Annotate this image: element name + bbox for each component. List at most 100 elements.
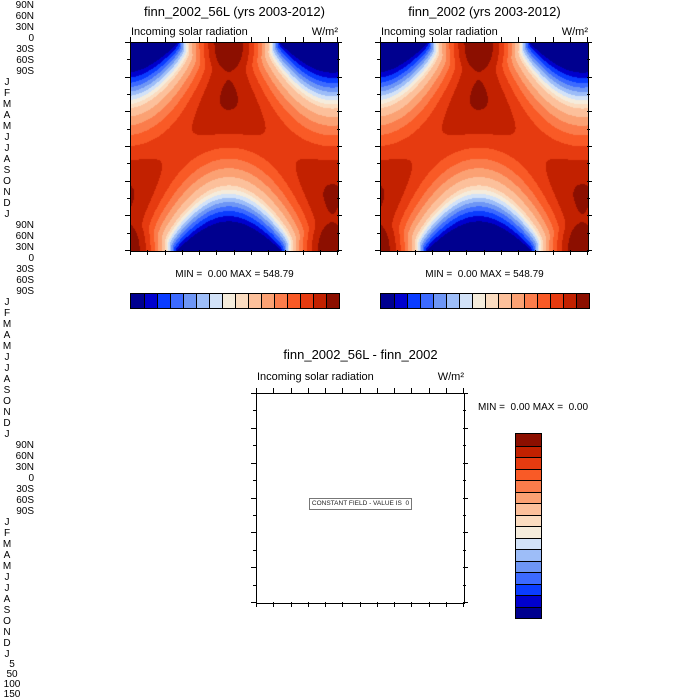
month-tick-label: O (3, 176, 11, 187)
diff-colorbar-cell (516, 480, 541, 492)
lat-tick-label: 60S (16, 495, 34, 506)
colorbar-label: 100 (3, 679, 21, 690)
month-tick-label: O (3, 616, 11, 627)
month-tick-label: N (3, 407, 11, 418)
colorbar-label: 50 (6, 669, 18, 680)
diff-colorbar-cell (516, 491, 541, 503)
diff-colorbar-cell (516, 537, 541, 549)
lat-tick-label: 60N (15, 11, 34, 22)
colorbar-cell (524, 294, 537, 308)
colorbar-cell (326, 294, 339, 308)
colorbar-cell (433, 294, 446, 308)
month-tick-label: J (4, 209, 10, 220)
month-tick-label: S (3, 385, 11, 396)
month-tick-label: A (3, 594, 11, 605)
panel3-units: W/m² (437, 371, 464, 383)
panel2-title: finn_2002 (yrs 2003-2012) (408, 4, 561, 19)
lat-tick-label: 30N (15, 22, 34, 33)
lat-tick-label: 90N (15, 440, 34, 451)
colorbar-cell (576, 294, 589, 308)
month-tick-label: A (3, 154, 11, 165)
colorbar-cell (300, 294, 313, 308)
month-tick-label: M (2, 99, 12, 110)
month-tick-label: J (4, 583, 10, 594)
month-tick-label: D (3, 418, 11, 429)
colorbar-cell (550, 294, 563, 308)
colorbar-cell (563, 294, 576, 308)
month-tick-label: J (4, 297, 10, 308)
lat-tick-label: 30S (16, 264, 34, 275)
lat-tick-label: 30S (16, 484, 34, 495)
month-tick-label: J (4, 143, 10, 154)
colorbar-cell (274, 294, 287, 308)
diff-colorbar-cell (516, 606, 541, 618)
lat-tick-label: 90N (15, 220, 34, 231)
month-tick-label: S (3, 605, 11, 616)
panel1-minmax: MIN = 0.00 MAX = 548.79 (175, 269, 294, 280)
lat-tick-label: 90S (16, 286, 34, 297)
panel1-plotbox (130, 42, 339, 252)
month-tick-label: J (4, 132, 10, 143)
month-tick-label: J (4, 572, 10, 583)
month-tick-label: J (4, 649, 10, 660)
colorbar-cell (381, 294, 394, 308)
month-tick-label: J (4, 517, 10, 528)
month-tick-label: M (2, 561, 12, 572)
colorbar-cell (537, 294, 550, 308)
panel2-minmax: MIN = 0.00 MAX = 548.79 (425, 269, 544, 280)
lat-tick-label: 0 (28, 473, 34, 484)
lat-tick-label: 60S (16, 55, 34, 66)
month-tick-label: M (2, 539, 12, 550)
month-tick-label: M (2, 319, 12, 330)
colorbar-cell (407, 294, 420, 308)
month-tick-label: A (3, 330, 11, 341)
colorbar-cell (131, 294, 144, 308)
panel3-minmax: MIN = 0.00 MAX = 0.00 (478, 402, 589, 413)
colorbar-cell (394, 294, 407, 308)
month-tick-label: M (2, 341, 12, 352)
month-tick-label: N (3, 627, 11, 638)
panel2-colorbar (380, 293, 590, 309)
colorbar-cell (222, 294, 235, 308)
month-tick-label: D (3, 198, 11, 209)
diff-colorbar-cell (516, 514, 541, 526)
diff-colorbar-cell (516, 560, 541, 572)
colorbar-cell (144, 294, 157, 308)
colorbar-cell (485, 294, 498, 308)
panel3-vertical-colorbar (515, 433, 542, 619)
lat-tick-label: 90S (16, 506, 34, 517)
month-tick-label: N (3, 187, 11, 198)
colorbar-cell (313, 294, 326, 308)
month-tick-label: O (3, 396, 11, 407)
constant-field-label: CONSTANT FIELD - VALUE IS 0 (308, 498, 413, 510)
colorbar-cell (511, 294, 524, 308)
panel3-constant-field-note: CONSTANT FIELD - VALUE IS 0 (257, 492, 464, 510)
diff-colorbar-cell (516, 549, 541, 561)
panel2-subtitle: Incoming solar radiation (381, 26, 498, 38)
month-tick-label: F (3, 88, 11, 99)
month-tick-label: F (3, 308, 11, 319)
month-tick-label: J (4, 429, 10, 440)
month-tick-label: D (3, 638, 11, 649)
diff-colorbar-cell (516, 434, 541, 446)
diff-colorbar-cell (516, 445, 541, 457)
colorbar-cell (287, 294, 300, 308)
month-tick-label: A (3, 550, 11, 561)
month-tick-label: J (4, 352, 10, 363)
colorbar-cell (459, 294, 472, 308)
panel1-units: W/m² (311, 26, 338, 38)
colorbar-cell (157, 294, 170, 308)
diff-colorbar-cell (516, 503, 541, 515)
colorbar-cell (248, 294, 261, 308)
lat-tick-label: 60N (15, 231, 34, 242)
diff-colorbar-cell (516, 468, 541, 480)
diff-colorbar-cell (516, 526, 541, 538)
colorbar-cell (498, 294, 511, 308)
colorbar-label: 5 (9, 659, 15, 670)
panel3-title: finn_2002_56L - finn_2002 (283, 347, 438, 362)
month-tick-label: A (3, 374, 11, 385)
lat-tick-label: 30N (15, 462, 34, 473)
colorbar-cell (196, 294, 209, 308)
month-tick-label: M (2, 121, 12, 132)
